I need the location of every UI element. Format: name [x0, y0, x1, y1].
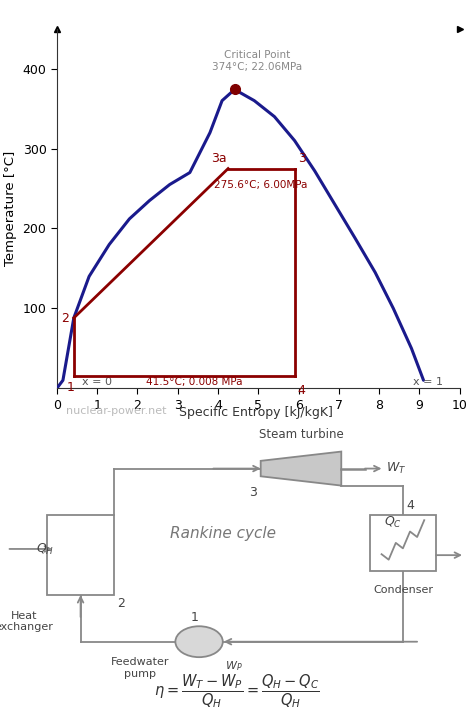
Text: 275.6°C; 6.00MPa: 275.6°C; 6.00MPa: [214, 180, 307, 190]
Text: Steam turbine: Steam turbine: [259, 428, 343, 441]
Text: 3: 3: [298, 152, 306, 165]
Text: 2: 2: [61, 312, 69, 325]
Text: 4: 4: [298, 384, 306, 397]
Text: nuclear-power.net: nuclear-power.net: [66, 406, 167, 416]
Text: x = 1: x = 1: [413, 377, 444, 387]
Text: Feedwater
pump: Feedwater pump: [110, 657, 169, 679]
Text: x = 0: x = 0: [82, 377, 112, 387]
Y-axis label: Temperature [°C]: Temperature [°C]: [4, 151, 17, 266]
Text: Rankine cycle: Rankine cycle: [170, 526, 276, 541]
Bar: [47, 515, 114, 595]
Text: 3: 3: [249, 485, 257, 498]
Text: Heat
exchanger: Heat exchanger: [0, 611, 53, 633]
Text: $W_T$: $W_T$: [386, 461, 407, 476]
Text: 4: 4: [407, 499, 415, 512]
Circle shape: [175, 626, 223, 657]
Text: 2: 2: [118, 597, 126, 610]
Text: $W_P$: $W_P$: [225, 659, 243, 672]
Polygon shape: [261, 452, 341, 485]
Text: 1: 1: [191, 610, 198, 624]
Text: 1: 1: [66, 380, 74, 394]
Text: 3a: 3a: [211, 152, 227, 165]
Bar: [370, 515, 436, 571]
Text: $\eta = \dfrac{W_T - W_P}{Q_H} = \dfrac{Q_H - Q_C}{Q_H}$: $\eta = \dfrac{W_T - W_P}{Q_H} = \dfrac{…: [154, 672, 320, 710]
Text: Critical Point
374°C; 22.06MPa: Critical Point 374°C; 22.06MPa: [212, 50, 302, 72]
Text: Specific Entropy [kJ/kgK]: Specific Entropy [kJ/kgK]: [179, 406, 333, 419]
Text: $Q_C$: $Q_C$: [384, 515, 402, 530]
Text: Condenser: Condenser: [373, 585, 433, 595]
Text: $Q_H$: $Q_H$: [36, 541, 54, 557]
Text: 41.5°C; 0.008 MPa: 41.5°C; 0.008 MPa: [146, 377, 242, 387]
